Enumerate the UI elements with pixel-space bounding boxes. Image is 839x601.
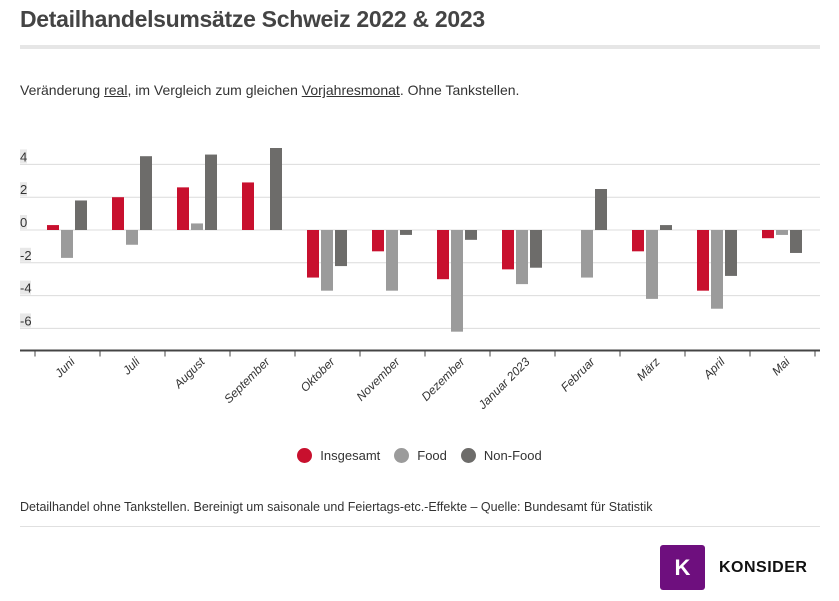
bar-food (321, 230, 333, 291)
bar-nonfood (530, 230, 542, 268)
bar-food (646, 230, 658, 299)
tick-label-bg (20, 215, 27, 229)
konsider-logo[interactable]: K KONSIDER (660, 545, 807, 590)
chart-subtitle: Veränderung real, im Vergleich zum gleic… (20, 82, 519, 98)
x-tick-label: Februar (558, 354, 598, 394)
bar-food (61, 230, 73, 258)
legend-label: Food (417, 448, 447, 463)
bar-nonfood (725, 230, 737, 276)
x-tick-label: Januar 2023 (475, 355, 533, 413)
bar-insgesamt (502, 230, 514, 270)
bar-insgesamt (372, 230, 384, 252)
tick-label-bg (20, 280, 31, 295)
y-tick-label: 4 (20, 149, 27, 164)
legend-item-nonfood[interactable]: Non-Food (460, 448, 542, 463)
logo-k-icon: K (660, 545, 705, 590)
bar-insgesamt (437, 230, 449, 280)
legend-label: Non-Food (483, 448, 542, 463)
title-divider (20, 45, 820, 49)
bar-nonfood (335, 230, 347, 267)
bar-insgesamt (632, 230, 644, 252)
bar-food (776, 230, 788, 235)
y-tick-label: -2 (20, 248, 32, 263)
y-tick-label: -4 (20, 281, 32, 296)
bar-nonfood (660, 225, 672, 230)
bar-chart: 4 2 0 -2 -4 -6 Juni Juli August September Oktober N… (20, 148, 820, 413)
bar-nonfood (790, 230, 802, 253)
legend-swatch (394, 448, 410, 463)
x-tick-label: Oktober (298, 354, 339, 395)
bar-nonfood (205, 154, 217, 230)
bar-nonfood (75, 200, 87, 230)
tick-label-bg (20, 313, 31, 328)
bar-food (711, 230, 723, 309)
x-tick-label: Juni (51, 354, 77, 380)
bar-insgesamt (47, 225, 59, 230)
logo-text: KONSIDER (719, 558, 808, 576)
x-tick-label: März (634, 355, 663, 384)
tick-label-bg (20, 149, 27, 164)
subtitle-link-real[interactable]: real (104, 82, 128, 98)
bar-food (451, 230, 463, 332)
legend-item-food[interactable]: Food (394, 448, 447, 463)
bar-insgesamt (177, 187, 189, 230)
bar-nonfood (595, 189, 607, 230)
bar-nonfood (465, 230, 477, 240)
bar-nonfood (140, 156, 152, 230)
legend-label: Insgesamt (320, 448, 381, 463)
footer-divider (20, 526, 820, 527)
y-tick-label: -6 (20, 313, 32, 328)
bar-food (386, 230, 398, 291)
tick-label-bg (20, 247, 31, 262)
bar-food (191, 223, 203, 230)
bar-food (126, 230, 138, 245)
y-tick-label: 2 (20, 182, 27, 197)
bar-nonfood (400, 230, 412, 235)
legend: Insgesamt Food Non-Food (0, 448, 839, 463)
x-tick-label: April (700, 354, 728, 382)
chart-title: Detailhandelsumsätze Schweiz 2022 & 2023 (20, 6, 485, 32)
subtitle-text: , im Vergleich zum gleichen (127, 82, 302, 98)
legend-item-insgesamt[interactable]: Insgesamt (297, 448, 380, 463)
x-tick-label: November (354, 354, 404, 404)
source-note: Detailhandel ohne Tankstellen. Bereinigt… (20, 500, 653, 514)
legend-swatch (297, 448, 313, 463)
tick-label-bg (20, 182, 27, 197)
bar-insgesamt (112, 197, 124, 230)
y-tick-label: 0 (20, 215, 27, 230)
x-tick-label: Dezember (419, 354, 469, 404)
subtitle-link-vorjahresmonat[interactable]: Vorjahresmonat (301, 82, 400, 98)
bar-food (581, 230, 593, 278)
x-tick-label: Mai (769, 354, 793, 378)
bar-food (516, 230, 528, 285)
x-tick-label: August (171, 354, 208, 391)
bar-insgesamt (697, 230, 709, 291)
bar-insgesamt (762, 230, 774, 239)
bar-nonfood (270, 148, 282, 230)
subtitle-text: Veränderung (20, 82, 105, 98)
x-tick-label: September (221, 354, 273, 406)
bar-insgesamt (307, 230, 319, 278)
subtitle-text: . Ohne Tankstellen. (399, 82, 520, 98)
x-tick-label: Juli (119, 354, 143, 378)
legend-swatch (460, 448, 476, 463)
bar-insgesamt (242, 182, 254, 230)
